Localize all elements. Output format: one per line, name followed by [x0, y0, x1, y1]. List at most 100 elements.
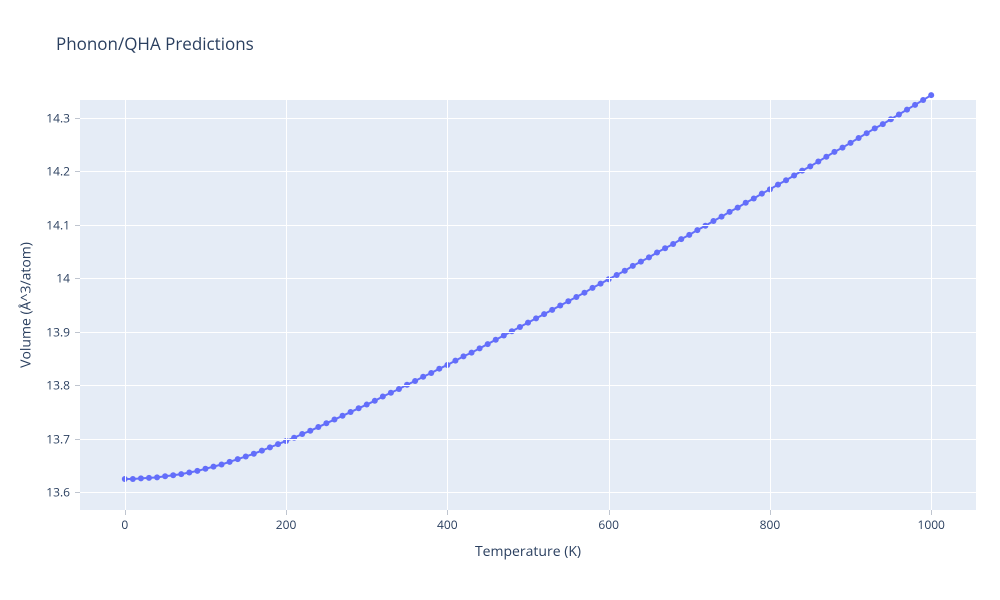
data-point[interactable]	[364, 402, 370, 408]
data-point[interactable]	[807, 163, 813, 169]
data-point[interactable]	[323, 420, 329, 426]
data-point[interactable]	[928, 92, 934, 98]
data-point[interactable]	[307, 428, 313, 434]
data-point[interactable]	[840, 145, 846, 151]
data-point[interactable]	[710, 218, 716, 224]
data-point[interactable]	[565, 298, 571, 304]
data-point[interactable]	[194, 468, 200, 474]
data-point[interactable]	[654, 250, 660, 256]
data-point[interactable]	[614, 272, 620, 278]
data-point[interactable]	[356, 405, 362, 411]
data-point[interactable]	[396, 386, 402, 392]
x-gridline	[286, 100, 287, 510]
data-point[interactable]	[549, 307, 555, 313]
data-point[interactable]	[267, 444, 273, 450]
data-point[interactable]	[646, 254, 652, 260]
data-point[interactable]	[436, 366, 442, 372]
data-point[interactable]	[525, 320, 531, 326]
data-point[interactable]	[856, 135, 862, 141]
data-point[interactable]	[340, 413, 346, 419]
data-point[interactable]	[662, 245, 668, 251]
data-point[interactable]	[485, 341, 491, 347]
data-point[interactable]	[170, 472, 176, 478]
data-point[interactable]	[291, 435, 297, 441]
data-point[interactable]	[719, 214, 725, 220]
data-point[interactable]	[912, 102, 918, 108]
data-point[interactable]	[622, 268, 628, 274]
data-point[interactable]	[493, 337, 499, 343]
data-point[interactable]	[460, 353, 466, 359]
data-point[interactable]	[735, 205, 741, 211]
data-point[interactable]	[775, 182, 781, 188]
data-point[interactable]	[372, 398, 378, 404]
data-point[interactable]	[138, 475, 144, 481]
series-line	[125, 95, 931, 479]
data-point[interactable]	[783, 177, 789, 183]
data-point[interactable]	[590, 285, 596, 291]
x-gridline	[770, 100, 771, 510]
data-point[interactable]	[477, 345, 483, 351]
data-point[interactable]	[331, 417, 337, 423]
data-point[interactable]	[235, 456, 241, 462]
data-point[interactable]	[581, 290, 587, 296]
data-point[interactable]	[759, 191, 765, 197]
data-point[interactable]	[533, 315, 539, 321]
data-point[interactable]	[557, 303, 563, 309]
data-point[interactable]	[211, 464, 217, 470]
data-point[interactable]	[469, 350, 475, 356]
y-tick-mark	[75, 171, 80, 172]
data-point[interactable]	[920, 97, 926, 103]
data-point[interactable]	[831, 149, 837, 155]
data-point[interactable]	[670, 241, 676, 247]
data-point[interactable]	[428, 370, 434, 376]
data-point[interactable]	[501, 333, 507, 339]
data-point[interactable]	[227, 459, 233, 465]
data-point[interactable]	[275, 441, 281, 447]
data-point[interactable]	[154, 474, 160, 480]
data-point[interactable]	[638, 259, 644, 265]
data-point[interactable]	[686, 232, 692, 238]
data-point[interactable]	[517, 324, 523, 330]
data-point[interactable]	[630, 263, 636, 269]
data-point[interactable]	[678, 236, 684, 242]
y-gridline	[80, 332, 976, 333]
data-point[interactable]	[452, 358, 458, 364]
data-point[interactable]	[727, 209, 733, 215]
data-point[interactable]	[743, 200, 749, 206]
y-gridline	[80, 278, 976, 279]
data-point[interactable]	[178, 471, 184, 477]
data-point[interactable]	[573, 294, 579, 300]
data-point[interactable]	[251, 451, 257, 457]
data-point[interactable]	[146, 475, 152, 481]
data-point[interactable]	[872, 125, 878, 131]
data-point[interactable]	[259, 448, 265, 454]
data-point[interactable]	[823, 154, 829, 160]
data-point[interactable]	[751, 195, 757, 201]
data-point[interactable]	[791, 172, 797, 178]
data-point[interactable]	[541, 311, 547, 317]
data-point[interactable]	[880, 121, 886, 127]
data-point[interactable]	[186, 470, 192, 476]
data-point[interactable]	[299, 431, 305, 437]
data-point[interactable]	[864, 130, 870, 136]
data-point[interactable]	[848, 140, 854, 146]
data-point[interactable]	[904, 107, 910, 113]
data-point[interactable]	[130, 476, 136, 482]
data-point[interactable]	[388, 390, 394, 396]
data-point[interactable]	[694, 227, 700, 233]
data-point[interactable]	[162, 473, 168, 479]
data-point[interactable]	[896, 111, 902, 117]
data-point[interactable]	[598, 281, 604, 287]
data-point[interactable]	[380, 394, 386, 400]
data-point[interactable]	[219, 462, 225, 468]
data-point[interactable]	[815, 159, 821, 165]
data-point[interactable]	[702, 223, 708, 229]
data-point[interactable]	[243, 453, 249, 459]
plot-area[interactable]: 0200400600800100013.613.713.813.91414.11…	[80, 100, 976, 510]
data-point[interactable]	[420, 374, 426, 380]
data-point[interactable]	[348, 409, 354, 415]
data-point[interactable]	[202, 466, 208, 472]
x-tick-label: 0	[121, 516, 128, 533]
data-point[interactable]	[315, 424, 321, 430]
data-point[interactable]	[412, 378, 418, 384]
